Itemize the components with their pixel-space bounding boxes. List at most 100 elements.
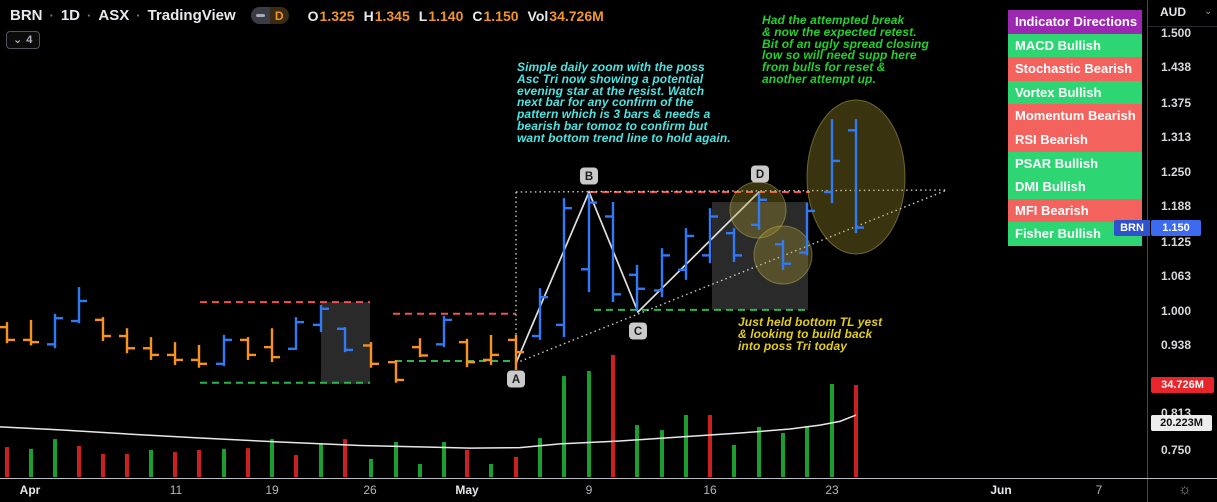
volume-bar	[222, 448, 226, 477]
annotation-line: want bottom trend line to hold again.	[517, 130, 731, 145]
volume-bar	[442, 442, 446, 477]
volume-bar	[101, 453, 105, 477]
volume-bar	[660, 430, 664, 477]
indicators-collapse-chip[interactable]: ⌄ 4	[6, 31, 41, 49]
price-tick: 1.063	[1161, 268, 1192, 283]
indicator-row[interactable]: MACD Bullish	[1008, 33, 1142, 58]
indicator-row[interactable]: Vortex Bullish	[1008, 80, 1142, 105]
volume-bar	[173, 452, 177, 477]
time-tick: Apr	[19, 483, 41, 497]
interval-toggle[interactable]: D	[250, 7, 289, 24]
indicator-directions-panel: Indicator Directions MACD Bullish Stochas…	[1008, 10, 1142, 246]
price-axis[interactable]: AUD ⌄ 1.500 1.438 1.375 1.313 1.250 1.188 1.12…	[1147, 0, 1217, 502]
time-tick: 11	[169, 483, 183, 497]
annotation-line: another attempt up.	[762, 71, 876, 86]
ohlc-pair: C 1.150	[472, 8, 518, 24]
pattern-point-badge	[629, 322, 647, 340]
price-tick: 1.375	[1161, 95, 1192, 110]
ohlc-value: 1.325	[319, 7, 355, 24]
volume-bar	[294, 455, 298, 477]
time-tick: 23	[825, 483, 839, 497]
platform-label[interactable]: TradingView	[147, 7, 236, 24]
ohlc-label: C	[472, 7, 483, 24]
ohlc-pair: O 1.325	[308, 8, 355, 24]
volume-bar	[465, 449, 469, 477]
volume-ma-badge: 20.223M	[1151, 415, 1212, 432]
indicator-row[interactable]: PSAR Bullish	[1008, 151, 1142, 176]
volume-bar	[53, 439, 57, 477]
separator-dot: ·	[49, 8, 54, 23]
annotation-line: pattern which is 3 bars & needs a	[517, 107, 711, 122]
pattern-point-letter: B	[585, 171, 593, 183]
annotation-line: & looking to build back	[738, 326, 873, 341]
chevron-down-icon: ⌄	[13, 34, 23, 46]
ohlc-label: L	[418, 7, 428, 24]
volume-bar	[319, 443, 323, 477]
volume-bar	[29, 448, 33, 477]
volume-bar	[270, 439, 274, 477]
indicator-row[interactable]: Stochastic Bearish	[1008, 57, 1142, 81]
annotation-line: into poss Tri today	[738, 338, 848, 353]
panel-title: Indicator Directions	[1008, 10, 1142, 34]
separator-dot: ·	[136, 8, 141, 23]
ohlc-readout: O 1.325 H 1.345 L 1.140 C 1.150 Vol 34.726M	[308, 8, 604, 24]
annotation-line: Had the attempted break	[762, 13, 905, 27]
volume-ma-line	[0, 414, 857, 449]
hidden-indicator-count: 4	[26, 33, 33, 46]
annotation-line: from bulls for reset &	[762, 60, 886, 75]
volume-value-badge: 34.726M	[1151, 377, 1214, 393]
indicator-row[interactable]: Fisher Bullish	[1008, 222, 1142, 246]
currency-label[interactable]: AUD	[1160, 5, 1186, 19]
indicator-row[interactable]: MFI Bearish	[1008, 198, 1142, 223]
price-chart[interactable]: A B C D	[0, 0, 1147, 478]
volume-bar	[489, 464, 493, 477]
ohlc-value: 1.140	[428, 7, 464, 24]
volume-bar	[197, 449, 201, 477]
volume-bar	[684, 415, 688, 477]
annotation-line: Just held bottom TL yest	[738, 315, 883, 329]
indicator-row[interactable]: DMI Bullish	[1008, 175, 1142, 199]
pattern-point-letter: C	[634, 326, 642, 338]
volume-bar	[149, 449, 153, 477]
volume-bar	[562, 376, 566, 477]
price-tick: 1.125	[1161, 234, 1192, 249]
price-tick: 1.500	[1161, 26, 1192, 40]
volume-bar	[757, 426, 761, 477]
time-tick: 7	[1095, 483, 1103, 497]
annotation-line: Simple daily zoom with the poss	[517, 60, 705, 74]
volume-bar	[5, 447, 9, 477]
volume-bar	[369, 458, 373, 477]
separator-dot: ·	[87, 8, 92, 23]
volume-bar	[394, 442, 398, 477]
price-tick: 1.000	[1161, 304, 1192, 318]
volume-bar	[732, 444, 736, 477]
interval-label[interactable]: 1D	[60, 7, 81, 24]
symbol-price-tab: BRN	[1114, 219, 1150, 236]
volume-bar	[805, 425, 809, 477]
indicator-row[interactable]: Momentum Bearish	[1008, 104, 1142, 128]
annotation-line: & now the expected retest.	[762, 24, 917, 39]
last-price-badge: 1.150	[1151, 219, 1201, 236]
annotation-retest: Had the attempted break & now the expecte…	[762, 13, 929, 86]
annotation-line: low so will need supp here	[762, 48, 917, 63]
time-tick: 19	[265, 483, 279, 497]
volume-bar	[587, 371, 591, 477]
ohlc-pair: L 1.140	[419, 8, 464, 24]
volume-bar	[830, 384, 834, 477]
volume-label: Vol	[527, 7, 549, 24]
annotation-line: bearish bar tomoz to confirm but	[517, 118, 708, 133]
exchange-label[interactable]: ASX	[98, 7, 130, 24]
annotation-line: next bar for any confirm of the	[517, 95, 694, 110]
volume-bar	[611, 354, 615, 477]
time-axis[interactable]: ☼ Apr 11 19 26 May 9 16 23 Jun 7	[0, 478, 1217, 502]
indicator-row[interactable]: RSI Bearish	[1008, 127, 1142, 152]
minus-icon	[255, 14, 265, 17]
price-tick: 1.313	[1161, 129, 1192, 144]
toggle-off-side	[250, 7, 270, 24]
volume-bar	[635, 425, 639, 477]
volume-bar	[418, 464, 422, 477]
volume-pair: Vol 34.726M	[528, 8, 604, 24]
sun-icon[interactable]: ☼	[1178, 481, 1192, 498]
symbol-name[interactable]: BRN	[10, 7, 43, 24]
